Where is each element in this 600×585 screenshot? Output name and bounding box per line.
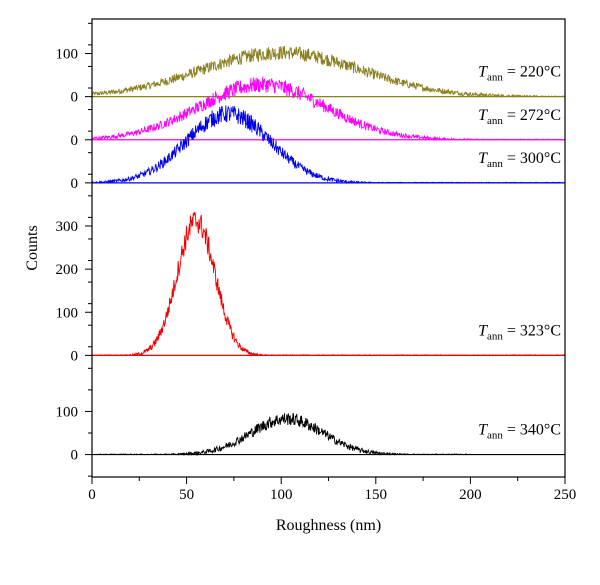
series-line-0 (91, 45, 566, 99)
x-tick-label-0: 0 (88, 487, 96, 503)
ticks-layer (85, 22, 566, 484)
y-tick-label-6: 0 (71, 176, 79, 192)
y-tick-label-8: 0 (71, 90, 79, 106)
x-tick-label-4: 200 (459, 487, 482, 503)
series-label-2: Tann = 300°C (478, 150, 561, 170)
labels-layer: Tann = 220°C Tann = 272°C Tann = 300°C Tann… (56, 47, 577, 503)
x-tick-label-5: 250 (554, 487, 577, 503)
y-tick-label-9: 100 (56, 47, 79, 63)
y-tick-label-1: 100 (56, 404, 79, 420)
series-layer (91, 45, 566, 457)
series-line-4 (91, 412, 471, 457)
x-tick-label-2: 100 (270, 487, 293, 503)
series-line-2 (91, 105, 566, 185)
y-tick-label-4: 200 (56, 262, 79, 278)
y-axis-title: Counts (24, 225, 41, 270)
x-axis-title: Roughness (nm) (276, 517, 381, 534)
y-tick-label-7: 0 (71, 133, 79, 149)
x-tick-label-1: 50 (179, 487, 194, 503)
series-line-1 (91, 76, 566, 142)
y-tick-label-3: 100 (56, 305, 79, 321)
y-tick-label-0: 0 (71, 448, 79, 464)
y-tick-label-2: 0 (71, 348, 79, 364)
series-label-0: Tann = 220°C (478, 64, 561, 84)
series-label-3: Tann = 323°C (478, 322, 561, 342)
series-line-3 (91, 212, 566, 357)
plot-frame (91, 18, 566, 478)
series-label-4: Tann = 340°C (478, 422, 561, 442)
y-tick-label-5: 300 (56, 219, 79, 235)
x-tick-label-3: 150 (365, 487, 388, 503)
series-label-1: Tann = 272°C (478, 107, 561, 127)
